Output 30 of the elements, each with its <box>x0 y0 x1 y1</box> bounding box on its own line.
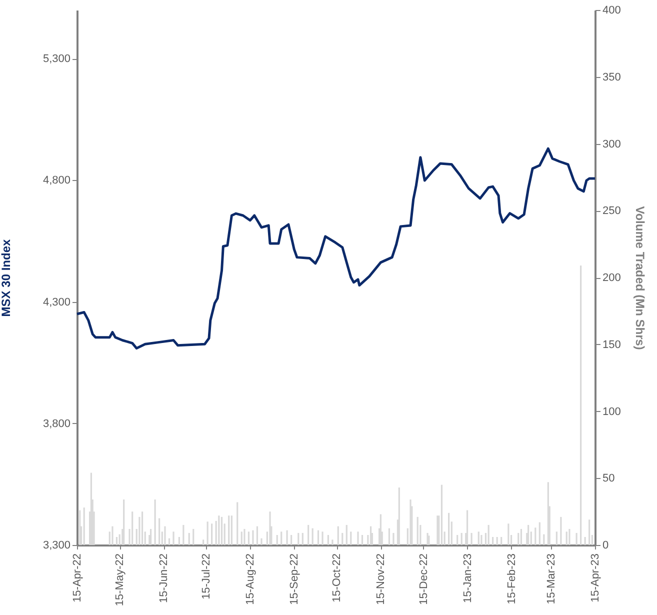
y2-tick-label: 400 <box>602 4 621 16</box>
x-tick-label: 15-Jun-22 <box>158 554 170 604</box>
x-tick-label: 15-Apr-23 <box>590 554 602 602</box>
y2-tick-label: 0 <box>602 540 609 552</box>
x-tick-label: 15-Jan-23 <box>462 554 474 604</box>
y-tick-label: 4,300 <box>42 296 70 308</box>
y2-tick-label: 200 <box>602 272 621 284</box>
y2-tick-label: 50 <box>602 472 615 485</box>
y2-tick-label: 150 <box>602 338 621 351</box>
x-tick-label: 15-Oct-22 <box>331 554 344 602</box>
x-tick-label: 15-May-22 <box>114 554 126 606</box>
y-tick-label: 3,300 <box>42 540 70 552</box>
y2-tick-label: 250 <box>602 205 621 218</box>
y2-axis-title: Volume Traded (Mn Shrs) <box>632 206 647 350</box>
y-tick-label: 3,800 <box>42 418 70 430</box>
y-tick-label: 5,300 <box>42 53 70 66</box>
x-tick-label: 15-Feb-23 <box>506 554 518 604</box>
x-tick-label: 15-Sep-22 <box>288 554 301 605</box>
x-tick-label: 15-Dec-22 <box>418 554 430 605</box>
x-tick-label: 15-Aug-22 <box>244 554 257 605</box>
y2-tick-label: 350 <box>602 71 621 84</box>
x-tick-label: 15-Apr-22 <box>72 554 84 602</box>
y2-tick-label: 100 <box>602 406 621 418</box>
y-tick-label: 4,800 <box>42 174 70 187</box>
y-axis-title: MSX 30 Index <box>0 239 13 317</box>
y2-tick-label: 300 <box>602 138 621 150</box>
x-tick-label: 15-Jul-22 <box>200 554 213 600</box>
line-series <box>76 147 596 350</box>
x-tick-label: 15-Mar-23 <box>546 554 558 604</box>
x-tick-label: 15-Nov-22 <box>375 554 388 605</box>
